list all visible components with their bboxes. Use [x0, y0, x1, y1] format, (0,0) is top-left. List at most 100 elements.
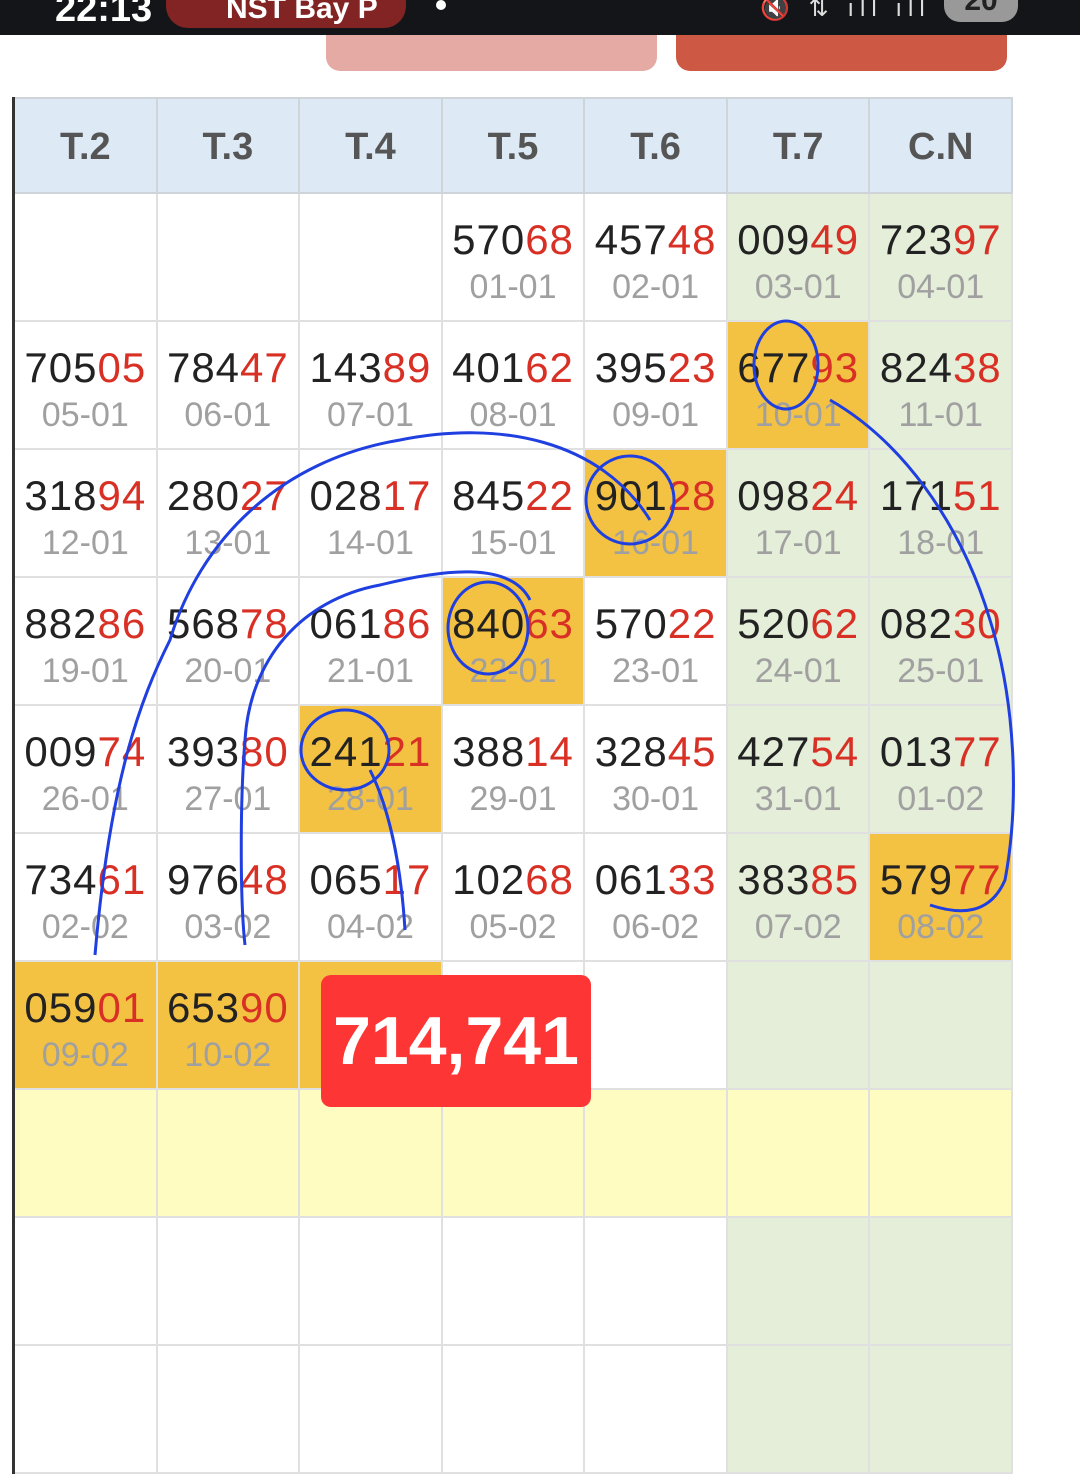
result-number: 57977: [879, 856, 1002, 903]
result-cell[interactable]: [157, 194, 301, 322]
column-header: T.6: [585, 97, 728, 194]
empty-cell: [442, 1218, 586, 1346]
result-cell[interactable]: 00949 03-01: [727, 194, 871, 322]
result-cell[interactable]: 01377 01-02: [870, 706, 1014, 834]
result-cell[interactable]: 28027 13-01: [157, 450, 301, 578]
empty-cell: [157, 1218, 301, 1346]
empty-cell: [15, 1218, 158, 1346]
circle-mark: [299, 708, 391, 792]
result-cell[interactable]: 70505 05-01: [15, 322, 158, 450]
result-cell[interactable]: 31894 12-01: [15, 450, 158, 578]
result-cell[interactable]: 17151 18-01: [870, 450, 1014, 578]
result-cell[interactable]: [870, 962, 1014, 1090]
empty-cell: [870, 1218, 1014, 1346]
result-cell[interactable]: 57977 08-02: [870, 834, 1014, 962]
result-number: 10268: [452, 856, 574, 903]
empty-cell: [585, 1090, 728, 1218]
result-date: 01-01: [469, 268, 557, 306]
result-cell[interactable]: 14389 07-01: [300, 322, 443, 450]
result-number: 72397: [879, 216, 1002, 263]
result-cell[interactable]: 57068 01-01: [442, 194, 586, 322]
result-date: 25-01: [897, 652, 985, 690]
primary-button[interactable]: [676, 35, 1007, 71]
empty-cell: [727, 1218, 871, 1346]
result-number: 40162: [452, 344, 574, 391]
result-cell[interactable]: 45748 02-01: [585, 194, 728, 322]
circle-mark: [752, 319, 820, 411]
result-date: 10-02: [184, 1036, 272, 1074]
result-number: 06517: [309, 856, 432, 903]
result-cell[interactable]: 72397 04-01: [870, 194, 1014, 322]
result-cell[interactable]: [15, 194, 158, 322]
result-date: 09-02: [41, 1036, 129, 1074]
result-number: 38385: [737, 856, 860, 903]
result-date: 17-01: [754, 524, 842, 562]
result-cell[interactable]: 24121 28-01: [300, 706, 443, 834]
result-date: 07-01: [326, 396, 414, 434]
results-table: T.2 T.3 T.4 T.5 T.6 T.7 C.N 57068 01-01 45748 02-…: [12, 97, 1014, 1474]
result-number: 65390: [166, 984, 289, 1031]
result-cell[interactable]: 39523 09-01: [585, 322, 728, 450]
result-date: 08-01: [469, 396, 557, 434]
empty-cell: [300, 1218, 443, 1346]
result-cell[interactable]: 38385 07-02: [727, 834, 871, 962]
result-cell[interactable]: [585, 962, 728, 1090]
result-cell[interactable]: 42754 31-01: [727, 706, 871, 834]
result-number: 57022: [594, 600, 717, 647]
signal-icons: 🔇 ⇅ ıll ıll: [760, 0, 931, 22]
result-cell[interactable]: 88286 19-01: [15, 578, 158, 706]
table-row: 31894 12-01 28027 13-01 02817 14-01 84522 15-01…: [15, 450, 1014, 578]
result-date: 09-01: [612, 396, 700, 434]
result-number: 67793: [737, 344, 860, 391]
result-cell[interactable]: [300, 194, 443, 322]
battery-icon: 20: [944, 0, 1018, 22]
result-cell[interactable]: 65390 10-02: [157, 962, 301, 1090]
result-cell[interactable]: 38814 29-01: [442, 706, 586, 834]
result-cell[interactable]: 10268 05-02: [442, 834, 586, 962]
result-date: 21-01: [326, 652, 414, 690]
result-cell[interactable]: 32845 30-01: [585, 706, 728, 834]
result-cell[interactable]: 06133 06-02: [585, 834, 728, 962]
result-badge: 714,741: [321, 975, 591, 1107]
result-number: 70505: [24, 344, 147, 391]
result-cell[interactable]: 02817 14-01: [300, 450, 443, 578]
result-cell[interactable]: 57022 23-01: [585, 578, 728, 706]
result-cell[interactable]: 40162 08-01: [442, 322, 586, 450]
result-date: 28-01: [326, 780, 414, 818]
column-header: T.5: [442, 97, 586, 194]
result-cell[interactable]: 73461 02-02: [15, 834, 158, 962]
notification-pill[interactable]: NST Bay P: [166, 0, 406, 28]
result-date: 22-01: [469, 652, 557, 690]
result-date: 11-01: [898, 396, 983, 434]
result-cell[interactable]: 52062 24-01: [727, 578, 871, 706]
secondary-button[interactable]: [326, 35, 657, 71]
result-date: 23-01: [612, 652, 700, 690]
result-date: 06-01: [184, 396, 272, 434]
result-date: 12-01: [41, 524, 129, 562]
result-cell[interactable]: 90128 16-01: [585, 450, 728, 578]
result-cell[interactable]: 05901 09-02: [15, 962, 158, 1090]
result-date: 02-01: [612, 268, 700, 306]
result-number: 28027: [166, 472, 289, 519]
result-cell[interactable]: 82438 11-01: [870, 322, 1014, 450]
result-number: 00949: [737, 216, 860, 263]
result-date: 14-01: [326, 524, 414, 562]
result-cell[interactable]: 09824 17-01: [727, 450, 871, 578]
table-row: 88286 19-01 56878 20-01 06186 21-01 84063 22-01…: [15, 578, 1014, 706]
result-cell[interactable]: 39380 27-01: [157, 706, 301, 834]
result-cell[interactable]: 84063 22-01: [442, 578, 586, 706]
result-cell[interactable]: 97648 03-02: [157, 834, 301, 962]
result-cell[interactable]: 06517 04-02: [300, 834, 443, 962]
column-header: C.N: [870, 97, 1014, 194]
result-cell[interactable]: 84522 15-01: [442, 450, 586, 578]
result-date: 04-02: [326, 908, 414, 946]
empty-cell: [585, 1218, 728, 1346]
result-cell[interactable]: [727, 962, 871, 1090]
result-cell[interactable]: 78447 06-01: [157, 322, 301, 450]
result-number: 06133: [594, 856, 717, 903]
status-bar: 22:13 NST Bay P 🔇 ⇅ ıll ıll 20: [0, 0, 1080, 35]
table-row: [15, 1218, 1014, 1346]
result-cell[interactable]: 08230 25-01: [870, 578, 1014, 706]
empty-cell: [727, 1090, 871, 1218]
table-row: 57068 01-01 45748 02-01 00949 03-01 72397 04-01: [15, 194, 1014, 322]
